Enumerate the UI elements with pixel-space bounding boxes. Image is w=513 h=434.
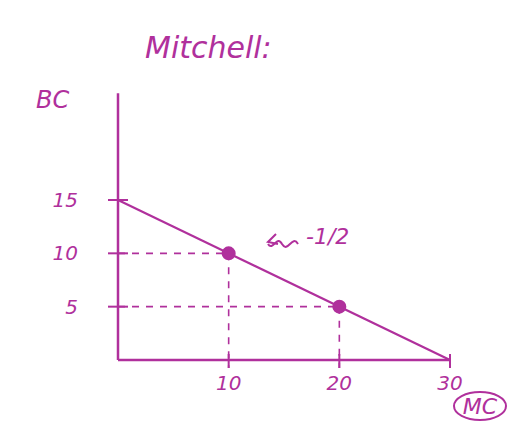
annotation: -1/2 [306, 224, 349, 249]
guide-v [339, 307, 341, 368]
budget-line [118, 200, 450, 360]
guide-v [228, 253, 230, 368]
title: Mitchell: [145, 30, 272, 65]
x-tick [449, 354, 451, 368]
y-axis [117, 93, 120, 360]
guide-h [118, 306, 339, 308]
plot-area [118, 200, 450, 368]
x-axis-title: MC [463, 394, 498, 419]
x-axis [118, 359, 450, 362]
y-tick-label: 15 [53, 188, 78, 212]
x-axis-title-circle [454, 392, 506, 420]
annotation-arrowhead [268, 234, 278, 244]
x-tick-label: 20 [327, 371, 352, 395]
point [333, 301, 345, 313]
guide-h [118, 253, 229, 255]
point [223, 247, 235, 259]
y-axis-title: BC [36, 86, 69, 114]
chart: Mitchell: BC 5 10 15 10 20 30MC -1/2 [0, 0, 513, 434]
x-tick-label: 10 [216, 371, 241, 395]
x-tick-label: 30 [437, 371, 462, 395]
y-tick-label: 10 [53, 241, 78, 265]
y-tick-label: 5 [65, 295, 78, 319]
